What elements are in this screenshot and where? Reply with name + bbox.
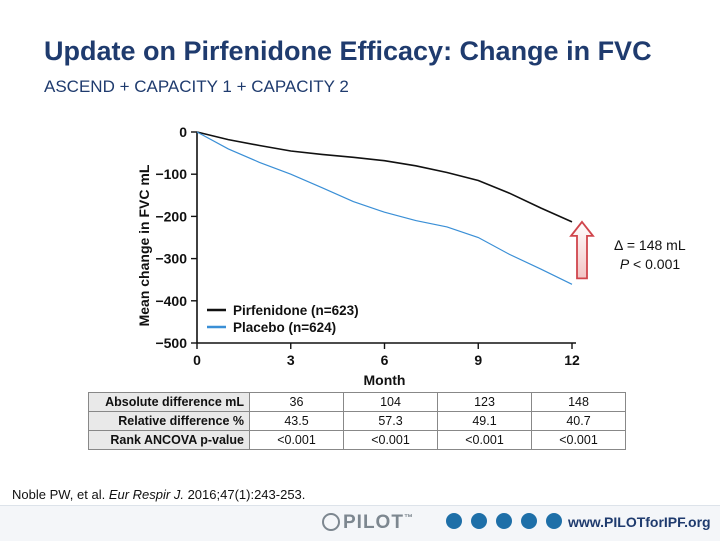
legend-entry: Pirfenidone (n=623) xyxy=(233,303,359,318)
table-cell: 43.5 xyxy=(249,411,344,431)
table-cell: 148 xyxy=(531,392,626,412)
row-label: Absolute difference mL xyxy=(88,392,250,412)
logo-text: PILOT xyxy=(343,512,404,533)
slide-title: Update on Pirfenidone Efficacy: Change i… xyxy=(44,36,652,66)
citation-authors: Noble PW, et al. xyxy=(12,487,109,502)
x-axis-label: Month xyxy=(364,372,406,388)
p-symbol: P xyxy=(619,256,630,272)
circle-icon xyxy=(546,513,562,529)
x-tick-label: 0 xyxy=(193,352,201,368)
footer-icons xyxy=(446,513,571,534)
circle-icon xyxy=(496,513,512,529)
circle-icon xyxy=(521,513,537,529)
circle-icon xyxy=(471,513,487,529)
citation-details: 2016;47(1):243-253. xyxy=(183,487,306,502)
x-tick-label: 12 xyxy=(564,352,580,368)
delta-label: ∆ = 148 mL xyxy=(614,237,686,253)
series-line-placebo xyxy=(196,131,573,285)
citation: Noble PW, et al. Eur Respir J. 2016;47(1… xyxy=(12,487,305,502)
footer-bar xyxy=(0,505,720,541)
table-cell: 49.1 xyxy=(437,411,532,431)
table-cell: 57.3 xyxy=(343,411,438,431)
difference-arrow-icon xyxy=(569,220,595,280)
table-cell: 40.7 xyxy=(531,411,626,431)
y-tick-label: 0 xyxy=(179,124,187,140)
table-cell: <0.001 xyxy=(437,430,532,450)
slide-subtitle: ASCEND + CAPACITY 1 + CAPACITY 2 xyxy=(44,77,349,96)
circle-icon xyxy=(446,513,462,529)
x-tick-label: 6 xyxy=(381,352,389,368)
table-cell: <0.001 xyxy=(531,430,626,450)
stats-annotation: ∆ = 148 mL P < 0.001 xyxy=(600,236,700,274)
series-line-pirfenidone xyxy=(196,131,573,223)
y-axis-label: Mean change in FVC mL xyxy=(136,164,152,326)
y-tick-label: −300 xyxy=(155,251,187,267)
table-row: Rank ANCOVA p-value <0.001 <0.001 <0.001 <0.… xyxy=(88,430,626,450)
row-label: Rank ANCOVA p-value xyxy=(88,430,250,450)
table-cell: 36 xyxy=(249,392,344,412)
x-tick-label: 9 xyxy=(474,352,482,368)
y-tick-label: −400 xyxy=(155,293,187,309)
citation-journal: Eur Respir J. xyxy=(108,487,184,502)
table-row: Absolute difference mL 36 104 123 148 xyxy=(88,392,626,412)
legend-entry: Placebo (n=624) xyxy=(233,320,336,335)
p-value-label: P < 0.001 xyxy=(600,255,700,274)
table-cell: <0.001 xyxy=(249,430,344,450)
trademark: ™ xyxy=(403,512,414,523)
difference-table: Absolute difference mL 36 104 123 148 Relativ… xyxy=(88,392,626,450)
pilot-logo: PILOT™ xyxy=(322,512,414,534)
footer-url: www.PILOTforIPF.org xyxy=(568,514,711,530)
y-tick-label: −200 xyxy=(155,208,187,224)
y-tick-label: −100 xyxy=(155,166,187,182)
table-cell: <0.001 xyxy=(343,430,438,450)
table-cell: 104 xyxy=(343,392,438,412)
y-tick-label: −500 xyxy=(155,335,187,351)
table-cell: 123 xyxy=(437,392,532,412)
lungs-icon xyxy=(322,513,340,531)
x-tick-label: 3 xyxy=(287,352,295,368)
row-label: Relative difference % xyxy=(88,411,250,431)
p-value-text: < 0.001 xyxy=(629,256,681,272)
table-row: Relative difference % 43.5 57.3 49.1 40.7 xyxy=(88,411,626,431)
fvc-line-chart: 0 −100 −200 −300 −400 −500 0 3 6 9 12 Month Mean cha… xyxy=(136,124,595,388)
